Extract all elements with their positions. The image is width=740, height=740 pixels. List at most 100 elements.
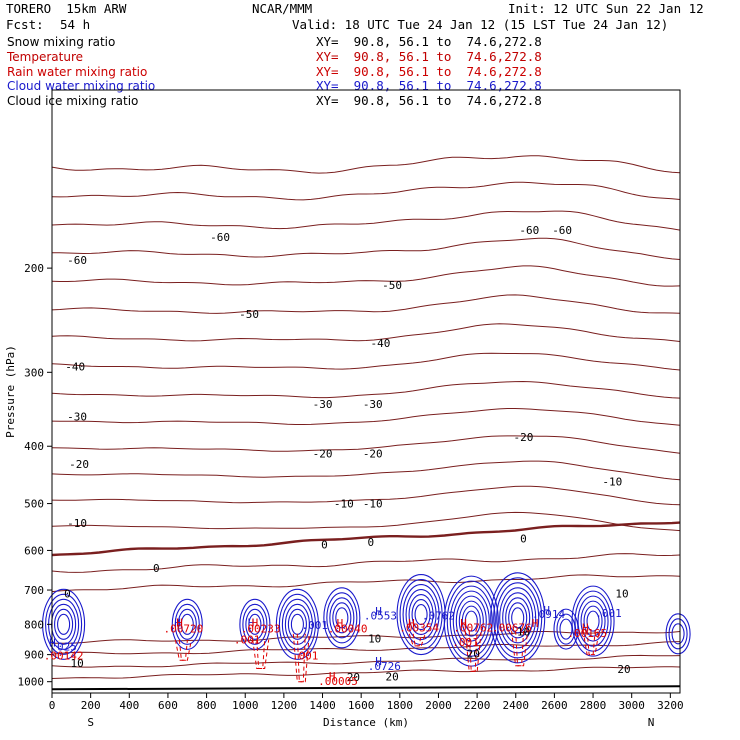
cloud-water-contour (399, 578, 443, 651)
temperature-contour-label: 0 (64, 587, 71, 600)
cloud-water-contour (414, 603, 428, 626)
temperature-contour-label: -60 (552, 224, 572, 237)
cloud-water-label: H (543, 604, 550, 617)
rain-water-label: .001 (234, 634, 261, 647)
temperature-contour-label: 10 (368, 633, 381, 646)
y-tick-label: 600 (24, 544, 44, 557)
cloud-water-contour (177, 608, 197, 640)
y-tick-label: 800 (24, 618, 44, 631)
rain-water-contour (464, 630, 482, 672)
ground-line (51, 685, 681, 691)
field-xy: XY= 90.8, 56.1 to 74.6,272.8 (316, 34, 542, 49)
isotherm-line (51, 460, 681, 481)
field-name: Cloud ice mixing ratio (7, 94, 139, 109)
cloud-water-contour (54, 608, 74, 640)
cloud-water-label: .001 (302, 619, 329, 632)
rain-water-label: .00233 (241, 622, 281, 635)
cloud-water-contour (275, 588, 319, 660)
x-tick-label: 400 (119, 699, 139, 712)
isotherm-line (51, 511, 681, 532)
temperature-contour-label: -10 (334, 498, 354, 511)
field-name: Snow mixing ratio (7, 35, 116, 49)
temperature-contour-label: -50 (239, 308, 259, 321)
rain-water-label: .00165 (567, 627, 607, 640)
cloud-water-contour (405, 588, 437, 641)
cloud-water-contour (452, 590, 490, 652)
cloud-water-contour (326, 592, 358, 644)
cloud-water-label: .025 (50, 641, 77, 654)
cloud-water-contour (464, 610, 478, 632)
temperature-contour-label: -30 (313, 398, 333, 411)
y-tick-label: 200 (24, 262, 44, 275)
cloud-water-contour (580, 600, 606, 642)
cloud-water-contour (668, 618, 688, 650)
isotherm-line (52, 237, 681, 260)
y-tick-label: 700 (24, 584, 44, 597)
rain-water-label: .00762 (453, 622, 493, 635)
cloud-water-contour (402, 583, 440, 646)
cloud-water-contour (323, 587, 361, 649)
cloud-water-contour (571, 585, 615, 657)
isotherm-line (51, 435, 681, 454)
cloud-water-contour (248, 613, 262, 635)
field-xy: XY= 90.8, 56.1 to 74.6,272.8 (316, 93, 542, 109)
rain-water-label: H (337, 617, 344, 630)
cloud-water-contour (335, 607, 349, 629)
isotherm-line (51, 352, 681, 371)
rain-water-contour (408, 633, 426, 647)
cloud-water-label: H (174, 616, 181, 629)
cloud-water-contour (171, 598, 203, 650)
temperature-contour-label: 0 (153, 562, 160, 575)
cloud-water-contour (57, 613, 71, 635)
cloud-water-contour (455, 595, 487, 647)
cloud-water-label: H (375, 605, 382, 618)
temperature-contour-label: 20 (617, 663, 630, 676)
rain-water-label: .00040 (328, 622, 368, 635)
zero-isotherm (51, 521, 681, 557)
x-tick-label: 2400 (503, 699, 530, 712)
x-tick-label: 3000 (618, 699, 645, 712)
cloud-water-contour (332, 602, 352, 634)
y-tick-label: 500 (24, 498, 44, 511)
isotherm-line (51, 408, 681, 426)
rain-water-label: H (532, 617, 539, 630)
temperature-contour-label: -40 (65, 361, 85, 374)
isotherm-line (51, 323, 681, 342)
cloud-water-contour (671, 623, 685, 645)
header-valid: Valid: 18 UTC Tue 24 Jan 12 (15 LST Tue … (292, 17, 669, 32)
temperature-contour-label: -60 (67, 254, 87, 267)
cloud-water-contour (553, 608, 579, 650)
x-tick-label: 2000 (425, 699, 452, 712)
axis-end-label-left: S (87, 716, 94, 729)
x-tick-label: 3200 (657, 699, 684, 712)
isotherm-line (51, 294, 681, 314)
cloud-water-contour (493, 577, 543, 659)
cloud-water-label: H (375, 655, 382, 668)
cloud-water-contour (281, 598, 313, 650)
x-tick-label: 2800 (580, 699, 607, 712)
isotherm-line (51, 265, 681, 287)
rain-water-label: .00142 (44, 650, 84, 663)
rain-water-label: H (176, 616, 183, 629)
cloud-water-label: .0553 (364, 609, 397, 622)
isotherm-line (51, 641, 681, 655)
cloud-water-contour (411, 598, 431, 631)
cloud-water-contour (287, 608, 307, 640)
cloud-water-label: .0914 (532, 608, 565, 621)
cloud-water-contour (496, 582, 540, 654)
isotherm-line (51, 485, 681, 506)
rain-water-label: H (329, 670, 336, 683)
x-tick-label: 2200 (464, 699, 491, 712)
cloud-water-contour (559, 618, 573, 640)
isotherm-line (51, 380, 681, 399)
temperature-contour-label: 0 (321, 539, 328, 552)
cloud-water-contour (665, 613, 691, 655)
temperature-contour-label: 10 (70, 657, 83, 670)
rain-water-contour (292, 633, 310, 683)
temperature-contour-label: -10 (363, 498, 383, 511)
temperature-contour-label: -20 (313, 448, 333, 461)
rain-water-label: .00720 (164, 622, 204, 635)
temperature-contour-label: -60 (210, 231, 230, 244)
header-model: TORERO 15km ARW (6, 1, 127, 16)
field-name: Temperature (7, 49, 84, 64)
